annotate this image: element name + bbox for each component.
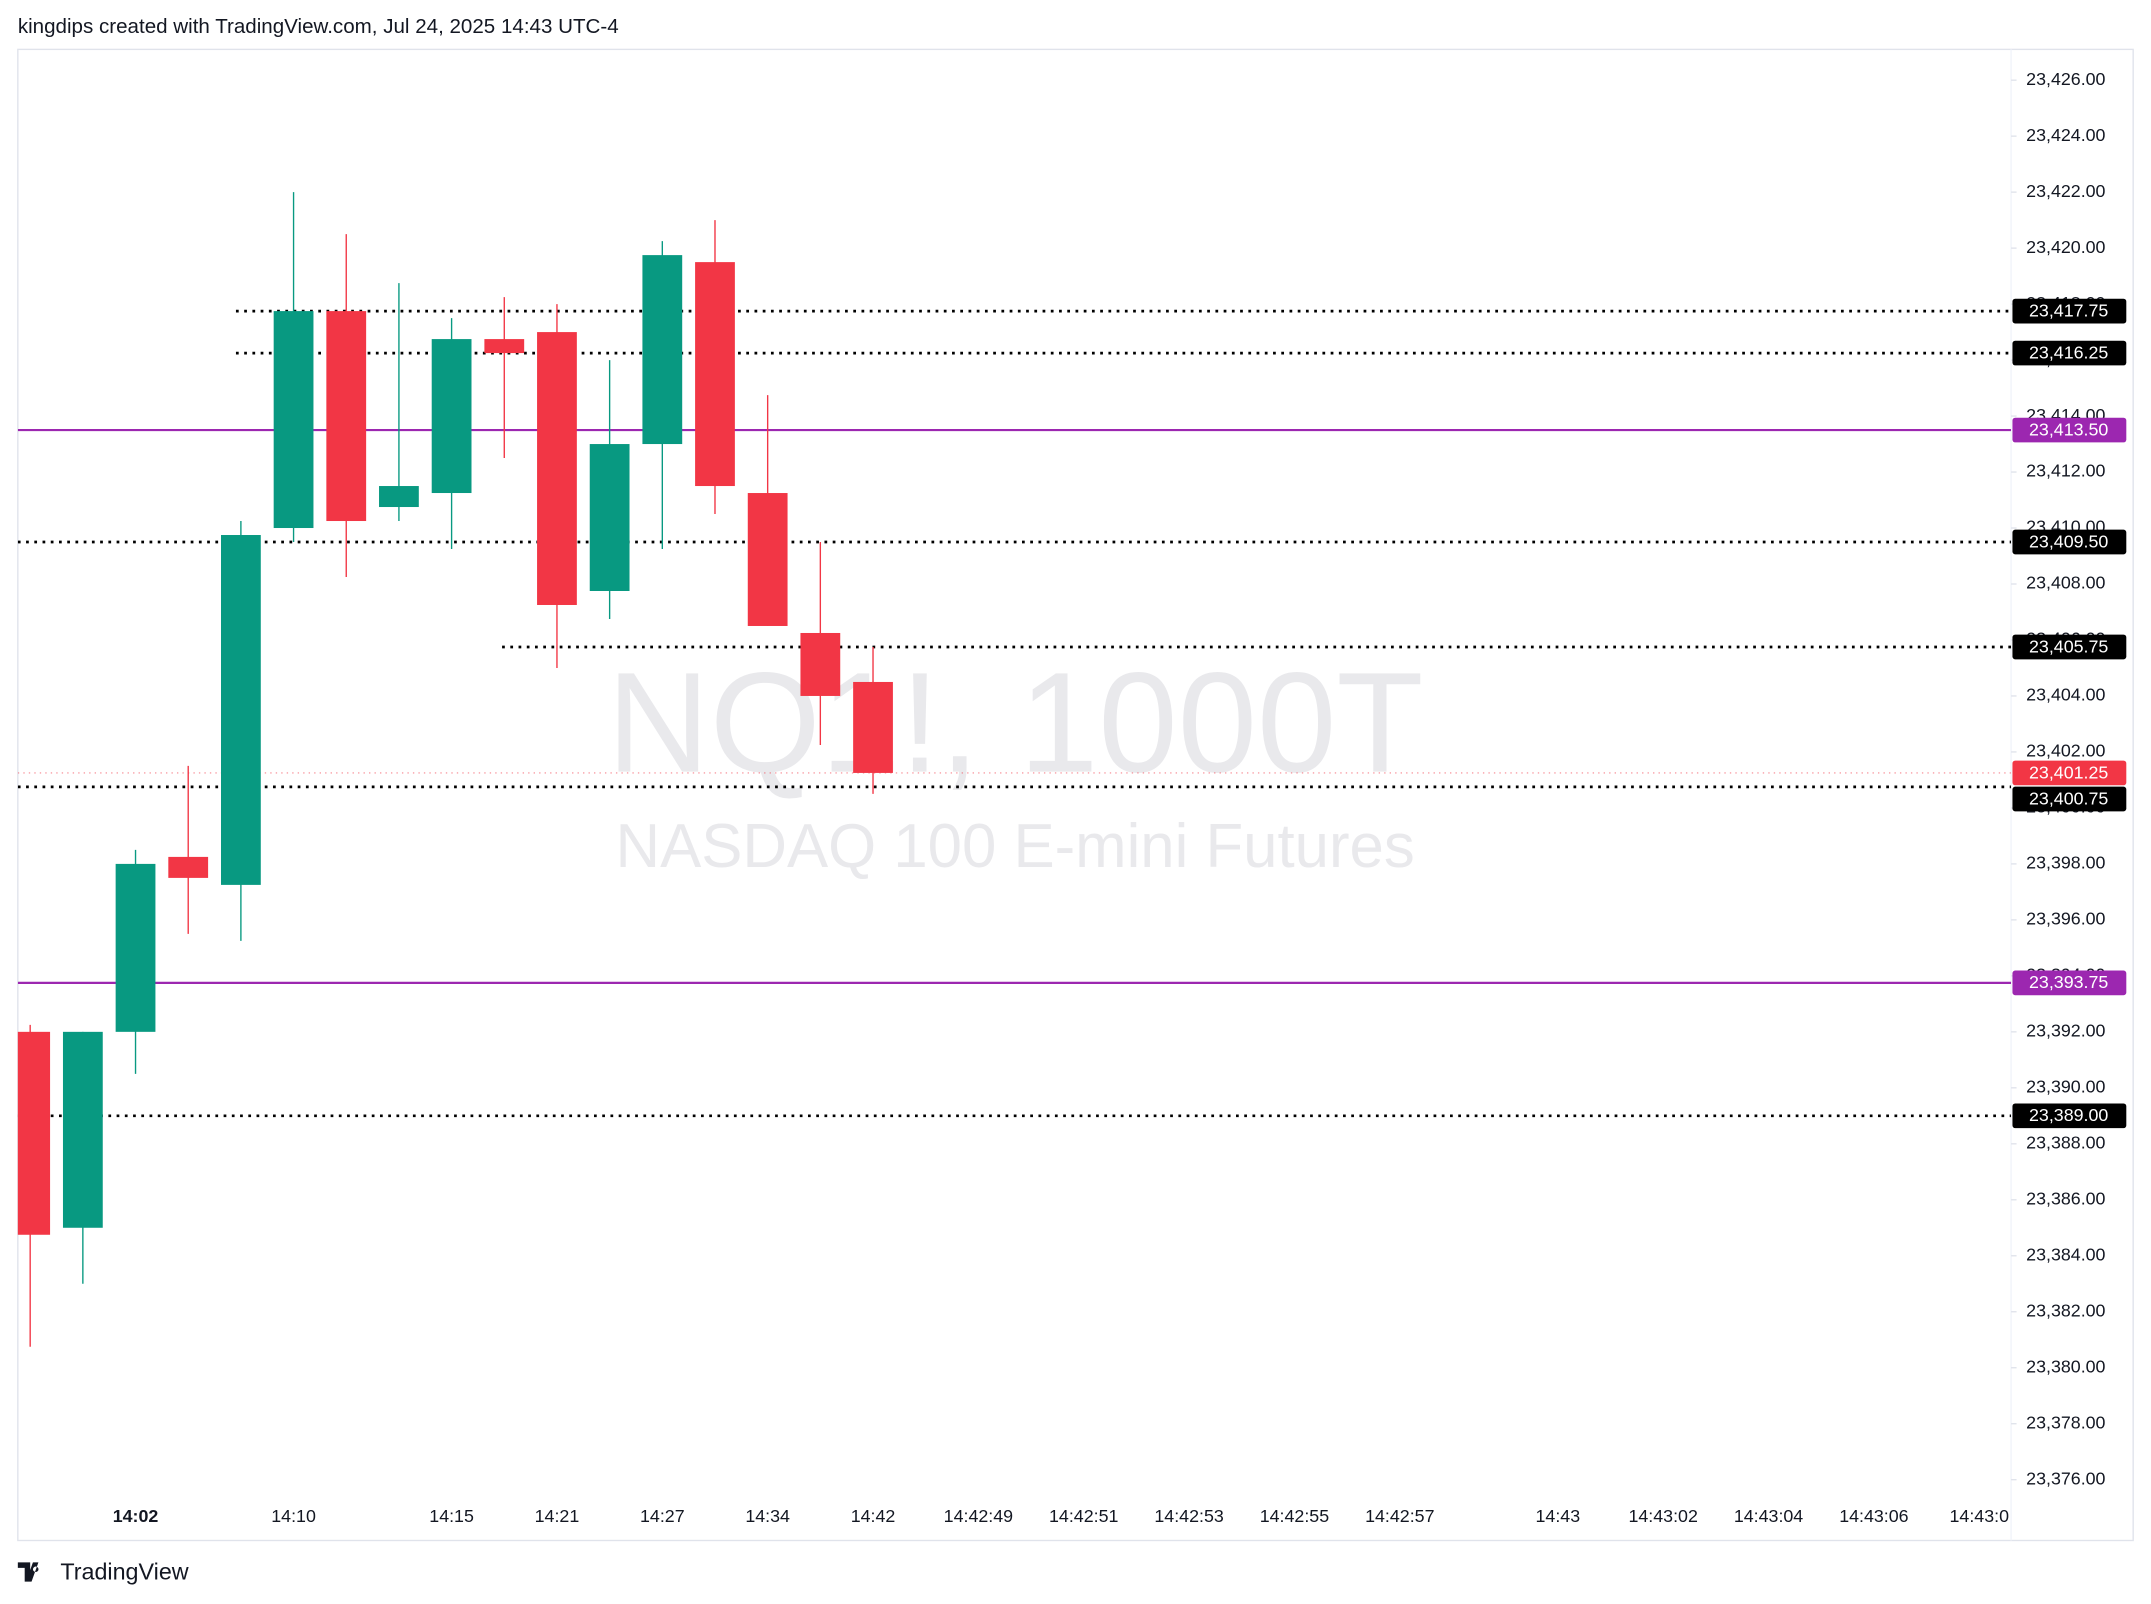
y-tick-label: 23,396.00 — [2026, 909, 2105, 929]
y-tick-label: 23,382.00 — [2026, 1300, 2105, 1320]
level-badge-bg — [2012, 1103, 2127, 1129]
candle-body — [326, 311, 367, 522]
y-tick-label: 23,404.00 — [2026, 685, 2105, 705]
level-badge: 23,417.75 — [2029, 300, 2108, 320]
level-badge: 23,400.75 — [2029, 788, 2108, 808]
candle-body — [537, 332, 577, 605]
candle-body — [589, 444, 630, 591]
candle-body — [484, 339, 525, 354]
candle-body — [17, 1031, 51, 1235]
y-tick-label: 23,412.00 — [2026, 461, 2105, 481]
level-badge: 23,409.50 — [2029, 531, 2108, 551]
y-tick-label: 23,398.00 — [2026, 853, 2105, 873]
level-badge-bg — [2012, 340, 2127, 366]
x-tick-label: 14:02 — [113, 1506, 159, 1526]
candle-body — [115, 863, 156, 1032]
level-badge: 23,413.50 — [2029, 419, 2108, 439]
header-text: kingdips created with TradingView.com, J… — [18, 15, 619, 38]
level-badge: 23,389.00 — [2029, 1105, 2108, 1125]
candle-body — [695, 262, 735, 487]
level-badge-bg — [2012, 786, 2127, 812]
watermark-description: NASDAQ 100 E-mini Futures — [616, 812, 1415, 881]
y-tick-label: 23,390.00 — [2026, 1077, 2105, 1097]
x-tick-label: 14:42:57 — [1365, 1506, 1434, 1526]
y-tick-label: 23,424.00 — [2026, 125, 2105, 145]
level-badge: 23,393.75 — [2029, 972, 2108, 992]
x-tick-label: 14:34 — [745, 1506, 790, 1526]
level-badge-bg — [2012, 634, 2127, 660]
price-axis: 23,376.00 23,378.00 23,380.00 23,382.00 23,3… — [2011, 69, 2127, 1488]
brand-text: TradingView — [60, 1559, 188, 1585]
x-tick-label: 14:27 — [640, 1506, 685, 1526]
candle-body — [379, 486, 419, 508]
plot-area — [17, 192, 2012, 1347]
level-badge: 23,416.25 — [2029, 342, 2108, 362]
candle-body — [273, 311, 314, 529]
x-tick-label: 14:42:55 — [1260, 1506, 1329, 1526]
candle-body — [853, 681, 893, 773]
x-tick-label: 14:42:49 — [944, 1506, 1013, 1526]
x-tick-label: 14:10 — [271, 1506, 316, 1526]
y-tick-label: 23,386.00 — [2026, 1188, 2105, 1208]
candle-body — [747, 493, 788, 626]
x-tick-label: 14:15 — [429, 1506, 474, 1526]
y-tick-label: 23,380.00 — [2026, 1356, 2105, 1376]
candle-body — [800, 632, 841, 696]
level-badge-bg — [2012, 298, 2127, 324]
level-badge-bg — [2012, 417, 2127, 443]
y-tick-label: 23,402.00 — [2026, 741, 2105, 761]
candle-body — [220, 535, 261, 885]
last-price-badge: 23,401.25 — [2029, 762, 2108, 782]
x-tick-label: 14:43:04 — [1734, 1506, 1803, 1526]
x-tick-label: 14:43:0 — [1950, 1506, 2010, 1526]
x-tick-label: 14:42:53 — [1154, 1506, 1223, 1526]
level-badge: 23,405.75 — [2029, 636, 2108, 656]
x-tick-label: 14:42:51 — [1049, 1506, 1118, 1526]
y-tick-label: 23,422.00 — [2026, 181, 2105, 201]
watermark-symbol: NQ1!, 1000T — [607, 644, 1424, 803]
y-tick-label: 23,426.00 — [2026, 69, 2105, 89]
x-tick-label: 14:43 — [1536, 1506, 1581, 1526]
brand-logo — [17, 1562, 39, 1582]
y-tick-label: 23,392.00 — [2026, 1021, 2105, 1041]
candle-body — [642, 255, 683, 445]
chart-frame — [17, 48, 2134, 1542]
x-tick-label: 14:43:02 — [1628, 1506, 1697, 1526]
candle-body — [168, 856, 209, 878]
y-tick-label: 23,388.00 — [2026, 1133, 2105, 1153]
level-badge-bg — [2012, 529, 2127, 555]
level-badge-bg — [2012, 970, 2127, 996]
y-tick-label: 23,408.00 — [2026, 573, 2105, 593]
y-tick-label: 23,384.00 — [2026, 1244, 2105, 1264]
y-tick-label: 23,378.00 — [2026, 1412, 2105, 1432]
y-tick-label: 23,376.00 — [2026, 1468, 2105, 1488]
y-tick-label: 23,420.00 — [2026, 237, 2105, 257]
x-tick-label: 14:21 — [535, 1506, 580, 1526]
candle-body — [62, 1031, 103, 1228]
x-tick-label: 14:42 — [851, 1506, 896, 1526]
last-price-badge-bg — [2012, 760, 2127, 786]
x-tick-label: 14:43:06 — [1839, 1506, 1908, 1526]
candle-body — [431, 339, 472, 494]
